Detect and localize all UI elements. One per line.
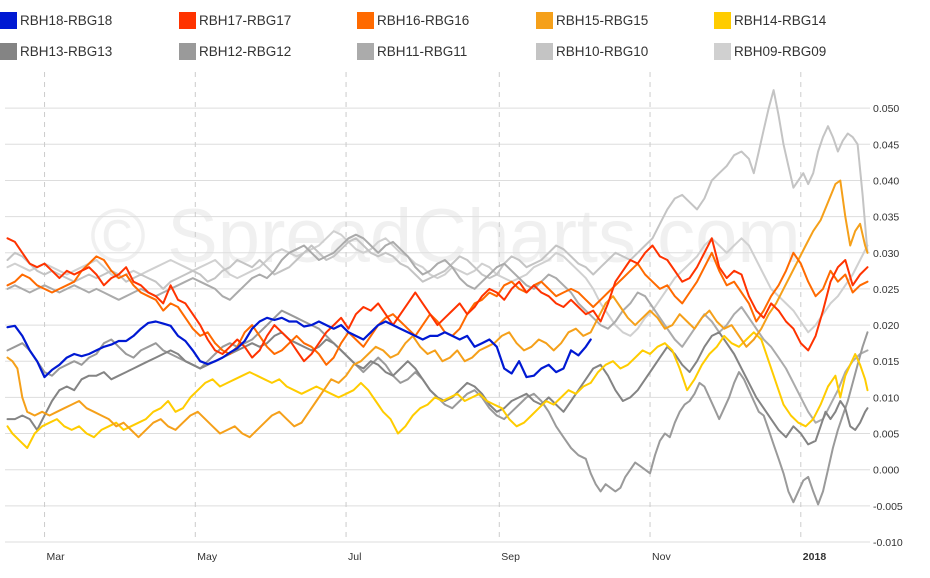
legend-label: RBH10-RBG10 <box>556 43 649 59</box>
legend-label: RBH16-RBG16 <box>377 12 470 28</box>
legend-swatch <box>714 11 731 29</box>
legend-label: RBH15-RBG15 <box>556 12 649 28</box>
series-line-rbh17-rbg17 <box>6 237 869 363</box>
legend-label: RBH14-RBG14 <box>734 12 827 28</box>
legend-item[interactable]: RBH12-RBG12 <box>179 42 291 60</box>
series-line-rbh14-rbg14 <box>6 331 869 449</box>
y-tick-label: 0.015 <box>873 356 899 368</box>
legend-swatch <box>536 42 553 60</box>
legend-label: RBH18-RBG18 <box>20 12 113 28</box>
legend-swatch <box>179 42 196 60</box>
legend-swatch <box>179 11 196 29</box>
legend-label: RBH12-RBG12 <box>199 43 292 59</box>
legend-label: RBH09-RBG09 <box>734 43 827 59</box>
series-line-rbh13-rbg13 <box>6 331 869 446</box>
legend-swatch <box>0 11 17 29</box>
watermark-text: © SpreadCharts.com <box>90 194 801 279</box>
legend-swatch <box>357 11 374 29</box>
x-tick-label: Sep <box>501 551 520 563</box>
y-tick-label: 0.035 <box>873 212 899 224</box>
legend-label: RBH13-RBG13 <box>20 43 113 59</box>
legend-label: RBH17-RBG17 <box>199 12 292 28</box>
legend-swatch <box>536 11 553 29</box>
x-tick-label: 2018 <box>803 551 827 563</box>
legend-swatch <box>357 42 374 60</box>
legend-item[interactable]: RBH09-RBG09 <box>714 42 826 60</box>
y-tick-label: 0.050 <box>873 103 899 115</box>
series-line-rbh18-rbg18 <box>6 316 592 379</box>
y-tick-label: 0.025 <box>873 284 899 296</box>
y-tick-label: -0.005 <box>873 501 903 513</box>
x-tick-label: Jul <box>348 551 361 563</box>
series-line-rbh16-rbg16 <box>6 251 869 366</box>
legend-item[interactable]: RBH18-RBG18 <box>0 11 112 29</box>
legend-item[interactable]: RBH17-RBG17 <box>179 11 291 29</box>
chart-legend: RBH18-RBG18 RBH17-RBG17 RBH16-RBG16 RBH15-R… <box>0 0 930 70</box>
x-tick-label: May <box>197 551 218 563</box>
y-tick-label: 0.020 <box>873 320 899 332</box>
y-tick-label: 0.005 <box>873 429 899 441</box>
legend-item[interactable]: RBH14-RBG14 <box>714 11 826 29</box>
legend-swatch <box>714 42 731 60</box>
y-tick-label: -0.010 <box>873 537 903 549</box>
x-tick-label: Mar <box>47 551 66 563</box>
series-line-rbh09-rbg09 <box>6 230 869 337</box>
legend-label: RBH11-RBG11 <box>377 43 468 59</box>
legend-item[interactable]: RBH11-RBG11 <box>357 42 467 60</box>
legend-swatch <box>0 42 17 60</box>
legend-item[interactable]: RBH10-RBG10 <box>536 42 648 60</box>
y-tick-label: 0.040 <box>873 175 899 187</box>
legend-item[interactable]: RBH15-RBG15 <box>536 11 648 29</box>
y-tick-label: 0.045 <box>873 139 899 151</box>
y-tick-label: 0.010 <box>873 392 899 404</box>
series-line-rbh12-rbg12 <box>6 309 869 506</box>
y-tick-label: 0.000 <box>873 465 899 477</box>
series-line-rbh15-rbg15 <box>6 179 869 439</box>
legend-item[interactable]: RBH16-RBG16 <box>357 11 469 29</box>
y-tick-label: 0.030 <box>873 248 899 260</box>
legend-item[interactable]: RBH13-RBG13 <box>0 42 112 60</box>
series-line-rbh10-rbg10 <box>6 89 869 290</box>
x-tick-label: Nov <box>652 551 671 563</box>
